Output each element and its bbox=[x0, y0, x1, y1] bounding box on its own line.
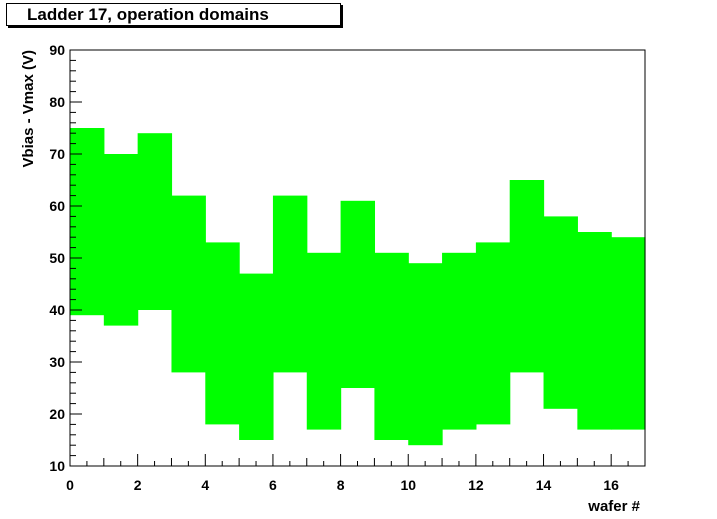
x-tick-label: 12 bbox=[468, 477, 484, 493]
domain-bar-wafer-11 bbox=[442, 252, 477, 430]
x-tick-label: 4 bbox=[201, 477, 209, 493]
domain-bar-wafer-1 bbox=[103, 154, 139, 326]
y-tick-label: 20 bbox=[49, 406, 65, 422]
domain-bar-wafer-6 bbox=[272, 195, 308, 373]
domain-bar-wafer-10 bbox=[408, 263, 443, 446]
chart-title-box: Ladder 17, operation domains bbox=[6, 3, 341, 26]
y-tick-label: 90 bbox=[49, 42, 65, 58]
y-tick-label: 40 bbox=[49, 302, 65, 318]
x-tick-label: 14 bbox=[536, 477, 552, 493]
domain-bar-wafer-4 bbox=[205, 242, 240, 425]
y-tick-label: 70 bbox=[49, 146, 65, 162]
y-tick-label: 10 bbox=[49, 458, 65, 474]
domain-bar-wafer-14 bbox=[543, 216, 578, 409]
domain-bar-wafer-5 bbox=[239, 273, 274, 440]
domain-bar-wafer-16 bbox=[611, 237, 646, 430]
x-tick-label: 16 bbox=[603, 477, 619, 493]
y-tick-label: 60 bbox=[49, 198, 65, 214]
domain-bar-wafer-12 bbox=[475, 242, 511, 425]
x-axis-label: wafer # bbox=[587, 498, 640, 515]
domain-bar-wafer-0 bbox=[70, 128, 105, 316]
y-tick-label: 30 bbox=[49, 354, 65, 370]
domain-bar-wafer-3 bbox=[171, 195, 206, 373]
domain-bar-wafer-2 bbox=[137, 133, 173, 310]
x-tick-label: 6 bbox=[269, 477, 277, 493]
x-axis-ticks: 0 2 4 6 8 10 12 14 16 bbox=[66, 454, 646, 493]
x-tick-label: 0 bbox=[66, 477, 74, 493]
domain-bar-wafer-7 bbox=[306, 252, 342, 430]
y-tick-label: 50 bbox=[49, 250, 65, 266]
y-axis-ticks: 10 20 30 40 50 60 70 80 90 bbox=[49, 42, 82, 474]
domain-bar-wafer-13 bbox=[509, 180, 545, 373]
domain-bar-wafer-15 bbox=[577, 232, 612, 430]
y-axis-label: Vbias - Vmax (V) bbox=[20, 50, 37, 168]
y-tick-label: 80 bbox=[49, 94, 65, 110]
x-tick-label: 10 bbox=[400, 477, 416, 493]
operation-domain-bars bbox=[70, 128, 646, 446]
x-tick-label: 2 bbox=[134, 477, 142, 493]
domain-bar-wafer-9 bbox=[374, 252, 409, 440]
x-tick-label: 8 bbox=[337, 477, 345, 493]
domain-bar-wafer-8 bbox=[340, 200, 376, 388]
chart-title: Ladder 17, operation domains bbox=[27, 5, 269, 24]
